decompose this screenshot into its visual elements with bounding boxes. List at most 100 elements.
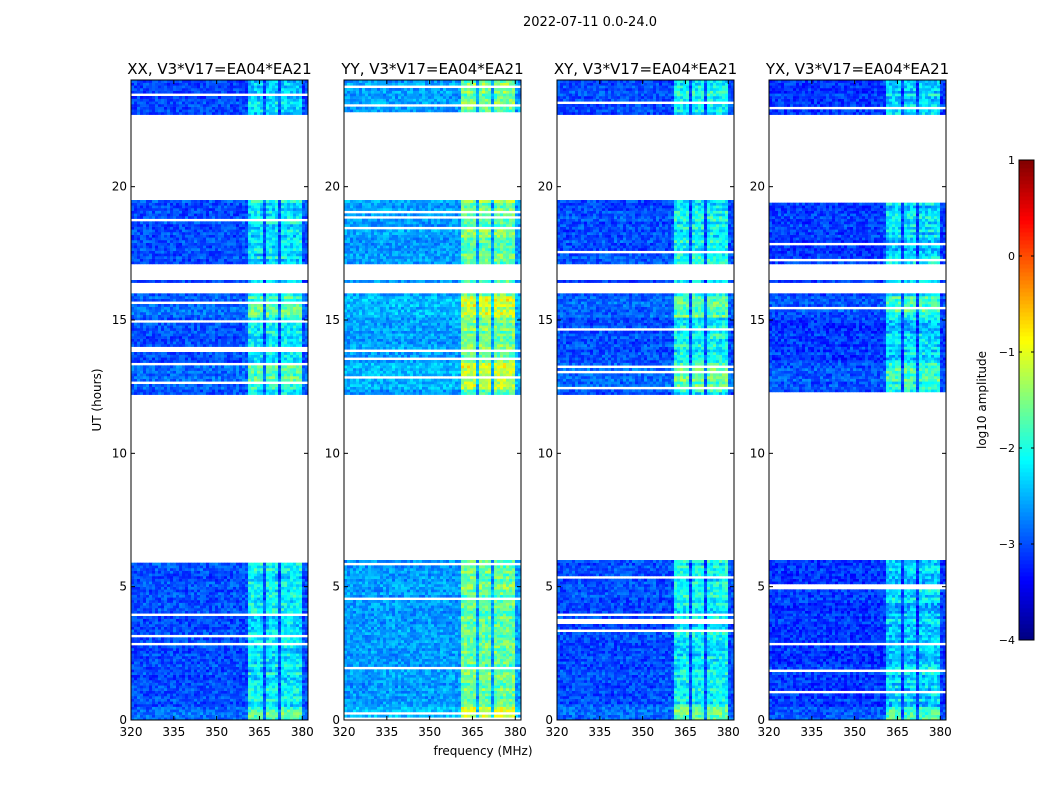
heatmap-cell [140, 672, 143, 675]
heatmap-cell [224, 685, 227, 688]
heatmap-cell [296, 661, 299, 664]
heatmap-cell [188, 675, 191, 678]
heatmap-cell [260, 693, 263, 696]
heatmap-cell [302, 701, 305, 704]
heatmap-cell [203, 693, 206, 696]
heatmap-cell [140, 669, 143, 672]
heatmap-cell [176, 691, 179, 694]
heatmap-cell [161, 672, 164, 675]
heatmap-cell [167, 691, 170, 694]
heatmap-cell [203, 715, 206, 718]
heatmap-cell [170, 672, 173, 675]
heatmap-cell [278, 699, 281, 702]
heatmap-cell [152, 709, 155, 712]
heatmap-cell [260, 715, 263, 718]
heatmap-cell [152, 672, 155, 675]
heatmap-cell [227, 715, 230, 718]
heatmap-cell [140, 707, 143, 710]
heatmap-cell [185, 712, 188, 715]
heatmap-cell [140, 691, 143, 694]
heatmap-cell [269, 691, 272, 694]
heatmap-cell [137, 675, 140, 678]
heatmap-cell [176, 675, 179, 678]
heatmap-cell [176, 704, 179, 707]
heatmap-cell [140, 683, 143, 686]
heatmap-cell [191, 680, 194, 683]
heatmap-cell [191, 709, 194, 712]
heatmap-cell [284, 667, 287, 670]
heatmap-cell [221, 701, 224, 704]
heatmap-cell [185, 677, 188, 680]
heatmap-cell [215, 699, 218, 702]
heatmap-cell [278, 701, 281, 704]
heatmap-cell [230, 712, 233, 715]
heatmap-cell [251, 699, 254, 702]
heatmap-cell [191, 672, 194, 675]
heatmap-cell [269, 664, 272, 667]
heatmap-cell [248, 677, 251, 680]
heatmap-cell [188, 707, 191, 710]
heatmap-cell [221, 693, 224, 696]
heatmap-cell [299, 667, 302, 670]
heatmap-cell [278, 693, 281, 696]
heatmap-cell [221, 664, 224, 667]
heatmap-cell [266, 664, 269, 667]
heatmap-cell [233, 691, 236, 694]
heatmap-cell [167, 685, 170, 688]
heatmap-cell [248, 709, 251, 712]
heatmap-cell [194, 712, 197, 715]
heatmap-cell [281, 685, 284, 688]
heatmap-cell [212, 696, 215, 699]
heatmap-cell [191, 669, 194, 672]
heatmap-cell [155, 693, 158, 696]
heatmap-cell [140, 661, 143, 664]
heatmap-cell [146, 669, 149, 672]
heatmap-cell [272, 693, 275, 696]
heatmap-cell [257, 677, 260, 680]
heatmap-cell [218, 707, 221, 710]
heatmap-cell [203, 669, 206, 672]
heatmap-cell [230, 693, 233, 696]
heatmap-cell [170, 680, 173, 683]
heatmap-cell [287, 669, 290, 672]
heatmap-cell [284, 715, 287, 718]
heatmap-cell [164, 707, 167, 710]
heatmap-cell [170, 693, 173, 696]
heatmap-cell [281, 661, 284, 664]
heatmap-cell [155, 701, 158, 704]
heatmap-cell [248, 661, 251, 664]
heatmap-cell [239, 691, 242, 694]
heatmap-cell [251, 664, 254, 667]
heatmap-cell [146, 691, 149, 694]
heatmap-cell [194, 683, 197, 686]
heatmap-cell [212, 693, 215, 696]
heatmap-cell [167, 707, 170, 710]
heatmap-cell [236, 701, 239, 704]
heatmap-cell [278, 669, 281, 672]
heatmap-cell [299, 696, 302, 699]
heatmap-cell [218, 685, 221, 688]
heatmap-cell [149, 661, 152, 664]
heatmap-cell [254, 707, 257, 710]
heatmap-cell [194, 672, 197, 675]
heatmap-cell [239, 696, 242, 699]
heatmap-cell [248, 664, 251, 667]
heatmap-cell [131, 661, 134, 664]
heatmap-cell [134, 688, 137, 691]
heatmap-cell [233, 667, 236, 670]
heatmap-cell [134, 707, 137, 710]
heatmap-cell [278, 675, 281, 678]
heatmap-cell [251, 685, 254, 688]
heatmap-cell [293, 712, 296, 715]
heatmap-cell [209, 675, 212, 678]
heatmap-cell [200, 688, 203, 691]
heatmap-cell [260, 691, 263, 694]
heatmap-cell [266, 715, 269, 718]
heatmap-cell [245, 672, 248, 675]
heatmap-cell [275, 683, 278, 686]
heatmap-cell [134, 693, 137, 696]
heatmap-cell [290, 693, 293, 696]
heatmap-cell [272, 669, 275, 672]
heatmap-cell [140, 677, 143, 680]
heatmap-cell [170, 683, 173, 686]
